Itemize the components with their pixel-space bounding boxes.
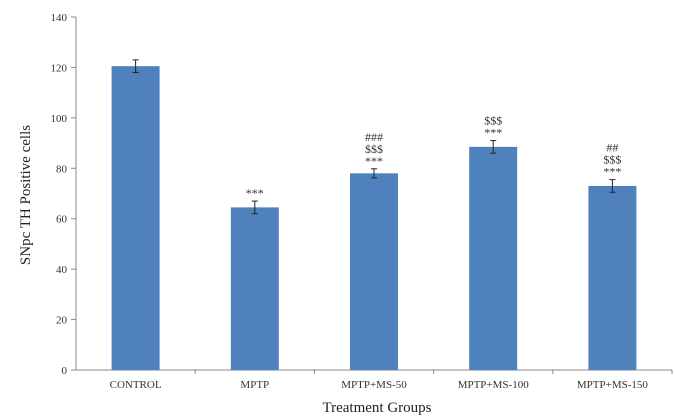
significance-label: *** [365,154,383,168]
axes: 0 20 40 60 80 100 120 140 CONTROL MPTP MPTP+MS-50 M… [51,12,673,391]
x-tick-label: CONTROL [110,379,162,391]
bar [350,173,398,370]
y-tick-label: 40 [56,264,68,276]
x-axis-title: Treatment Groups [322,400,431,416]
bar [469,146,518,370]
y-axis-title: SNpc TH Positive cells [18,125,34,265]
y-tick-label: 120 [51,62,68,74]
y-tick-label: 80 [56,163,68,175]
bar [588,185,637,370]
significance-label: ## [606,141,618,155]
significance-label: $$$ [365,142,383,156]
y-tick-label: 100 [51,113,68,125]
x-tick-label: MPTP [240,379,269,391]
significance-label: $$$ [603,153,621,167]
x-tick-label: MPTP+MS-50 [341,379,407,391]
bars: ***###$$$***$$$***##$$$*** [111,59,637,371]
significance-label: ### [365,130,383,144]
significance-label: $$$ [484,114,502,128]
x-tick-label: MPTP+MS-150 [577,379,649,391]
bar [230,207,279,370]
y-tick-label: 60 [56,214,68,226]
bar [111,66,160,371]
x-tick-label: MPTP+MS-100 [458,379,530,391]
significance-label: *** [603,165,621,179]
y-tick-label: 0 [62,365,68,377]
y-tick-label: 140 [51,12,68,24]
significance-label: *** [484,126,502,140]
y-tick-label: 20 [56,315,68,327]
significance-label: *** [246,186,264,200]
